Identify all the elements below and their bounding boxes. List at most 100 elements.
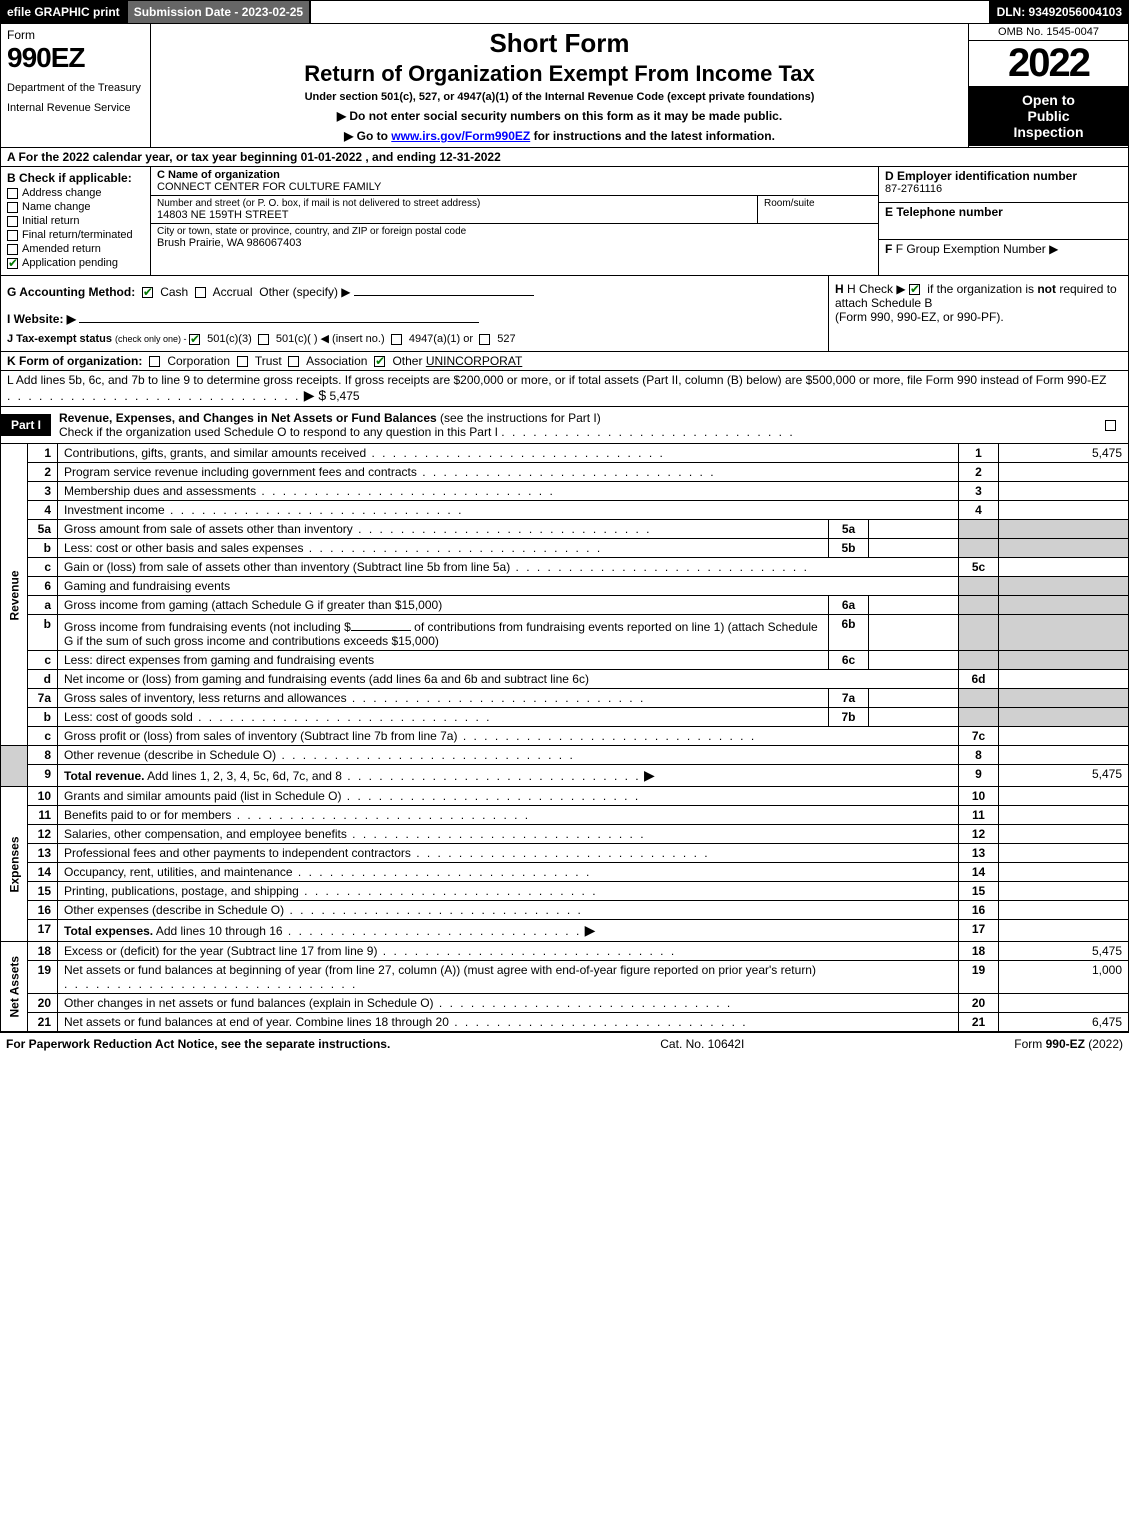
chk-address-lbl: Address change	[22, 187, 102, 199]
fundraise-amt[interactable]	[351, 617, 411, 631]
chk-cash[interactable]	[142, 287, 153, 298]
ln-5c-r: 5c	[959, 558, 999, 577]
chk-other-org[interactable]	[374, 356, 385, 367]
ln-5b-shade	[959, 539, 999, 558]
open-2: Public	[973, 108, 1124, 124]
ln-9-num: 9	[28, 765, 58, 787]
room-lbl: Room/suite	[764, 198, 872, 209]
part1-check-box[interactable]	[1097, 414, 1128, 436]
row-5b: b Less: cost or other basis and sales ex…	[1, 539, 1129, 558]
ln-2-val	[999, 463, 1129, 482]
chk-amended[interactable]: Amended return	[7, 243, 144, 255]
tax-year: 2022	[969, 41, 1128, 86]
ln-14-desc: Occupancy, rent, utilities, and maintena…	[58, 863, 959, 882]
ln-15-r: 15	[959, 882, 999, 901]
ln-8-desc: Other revenue (describe in Schedule O)	[58, 746, 959, 765]
ln-17-num: 17	[28, 920, 58, 942]
ln-5c-val	[999, 558, 1129, 577]
chk-initial[interactable]: Initial return	[7, 215, 144, 227]
dept-treasury: Department of the Treasury	[7, 82, 144, 94]
chk-accrual[interactable]	[195, 287, 206, 298]
ln-11-r: 11	[959, 806, 999, 825]
ln-7a-subval	[869, 689, 959, 708]
chk-amended-lbl: Amended return	[22, 243, 101, 255]
chk-initial-box[interactable]	[7, 216, 18, 227]
chk-501c3[interactable]	[189, 334, 200, 345]
chk-name[interactable]: Name change	[7, 201, 144, 213]
side-expenses: Expenses	[1, 787, 28, 942]
ln-6a-num: a	[28, 596, 58, 615]
ln-20-r: 20	[959, 994, 999, 1013]
chk-4947[interactable]	[391, 334, 402, 345]
ln-5b-desc: Less: cost or other basis and sales expe…	[58, 539, 829, 558]
chk-527[interactable]	[479, 334, 490, 345]
ln-5b-sub: 5b	[829, 539, 869, 558]
irs-link[interactable]: www.irs.gov/Form990EZ	[391, 129, 530, 143]
g-lbl: G Accounting Method:	[7, 285, 135, 299]
ln-7b-shade2	[999, 708, 1129, 727]
ln-18-desc: Excess or (deficit) for the year (Subtra…	[58, 942, 959, 961]
ln-6c-subval	[869, 651, 959, 670]
open-1: Open to	[973, 92, 1124, 108]
ln-18-r: 18	[959, 942, 999, 961]
chk-amended-box[interactable]	[7, 244, 18, 255]
ln-6c-desc: Less: direct expenses from gaming and fu…	[58, 651, 829, 670]
chk-final[interactable]: Final return/terminated	[7, 229, 144, 241]
h-not: not	[1037, 282, 1056, 296]
ln-5b-num: b	[28, 539, 58, 558]
d-lbl: D Employer identification number	[885, 169, 1122, 183]
row-16: 16 Other expenses (describe in Schedule …	[1, 901, 1129, 920]
ln-21-num: 21	[28, 1013, 58, 1032]
chk-address-box[interactable]	[7, 188, 18, 199]
row-4: 4 Investment income 4	[1, 501, 1129, 520]
ln-11-val	[999, 806, 1129, 825]
ln-12-r: 12	[959, 825, 999, 844]
row-15: 15 Printing, publications, postage, and …	[1, 882, 1129, 901]
row-19: 19 Net assets or fund balances at beginn…	[1, 961, 1129, 994]
website-input[interactable]	[79, 309, 479, 323]
row-7a: 7a Gross sales of inventory, less return…	[1, 689, 1129, 708]
chk-pending[interactable]: Application pending	[7, 257, 144, 269]
ln-2-r: 2	[959, 463, 999, 482]
other-input[interactable]	[354, 282, 534, 296]
h-pre: H Check ▶	[847, 282, 909, 296]
box-f: F F Group Exemption Number ▶	[879, 240, 1128, 275]
header-left: Form 990EZ Department of the Treasury In…	[1, 24, 151, 147]
ln-10-val	[999, 787, 1129, 806]
part1-lbl: Part I	[1, 414, 51, 436]
line-i: I Website: ▶	[7, 309, 822, 326]
row-6d: d Net income or (loss) from gaming and f…	[1, 670, 1129, 689]
chk-initial-lbl: Initial return	[22, 215, 79, 227]
other-org-val: UNINCORPORAT	[426, 354, 522, 368]
topbar-spacer	[310, 0, 989, 24]
ln-16-r: 16	[959, 901, 999, 920]
chk-name-lbl: Name change	[22, 201, 91, 213]
ln-17-val	[999, 920, 1129, 942]
e-lbl: E Telephone number	[885, 205, 1122, 219]
ln-6b-shade2	[999, 615, 1129, 651]
chk-assoc[interactable]	[288, 356, 299, 367]
side-netassets: Net Assets	[1, 942, 28, 1032]
ln-6d-desc: Net income or (loss) from gaming and fun…	[58, 670, 959, 689]
box-c-street: Number and street (or P. O. box, if mail…	[151, 196, 758, 223]
ln-4-desc: Investment income	[58, 501, 959, 520]
ln-8-val	[999, 746, 1129, 765]
chk-pending-box[interactable]	[7, 258, 18, 269]
header-mid: Short Form Return of Organization Exempt…	[151, 24, 968, 147]
chk-h[interactable]	[909, 284, 920, 295]
chk-501c[interactable]	[258, 334, 269, 345]
efile-print[interactable]: efile GRAPHIC print	[0, 0, 127, 24]
ln-3-desc: Membership dues and assessments	[58, 482, 959, 501]
header-right: OMB No. 1545-0047 2022 Open to Public In…	[968, 24, 1128, 147]
ln-6a-desc: Gross income from gaming (attach Schedul…	[58, 596, 829, 615]
ln-21-val: 6,475	[999, 1013, 1129, 1032]
chk-final-box[interactable]	[7, 230, 18, 241]
chk-corp[interactable]	[149, 356, 160, 367]
chk-address[interactable]: Address change	[7, 187, 144, 199]
chk-name-box[interactable]	[7, 202, 18, 213]
chk-trust[interactable]	[237, 356, 248, 367]
chk-pending-lbl: Application pending	[22, 257, 118, 269]
corp-lbl: Corporation	[167, 354, 230, 368]
s527-lbl: 527	[497, 333, 515, 345]
submission-date: Submission Date - 2023-02-25	[127, 0, 310, 24]
